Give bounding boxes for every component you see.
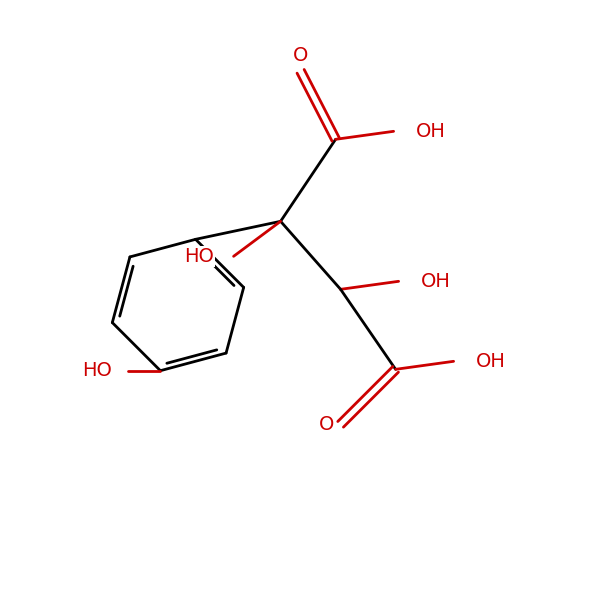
Text: HO: HO [83, 361, 112, 380]
Text: OH: OH [476, 352, 505, 371]
Text: OH: OH [416, 122, 445, 141]
Text: OH: OH [421, 272, 451, 291]
Text: O: O [293, 46, 308, 65]
Text: HO: HO [184, 247, 214, 266]
Text: O: O [319, 415, 334, 434]
